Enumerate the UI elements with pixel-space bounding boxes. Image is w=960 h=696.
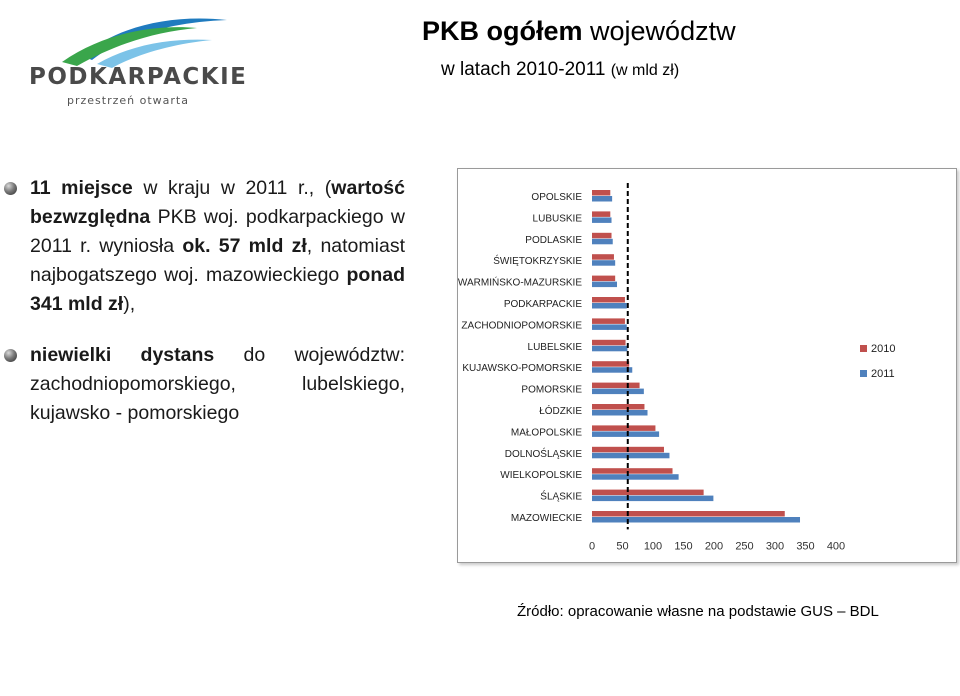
- category-label: ŚLĄSKIE: [540, 490, 582, 503]
- logo: PODKARPACKIE przestrzeń otwarta: [22, 14, 252, 107]
- bar-chart: OPOLSKIE LUBUSKIE PODLASKIE ŚWIĘTOKRZYSKIE W…: [458, 183, 895, 552]
- bar-2010: [592, 468, 673, 474]
- category-label: POMORSKIE: [521, 385, 582, 396]
- x-tick-label: 0: [589, 540, 595, 552]
- bar-2011: [592, 238, 613, 245]
- x-tick-label: 250: [735, 540, 753, 552]
- subtitle-unit: (w mld zł): [610, 62, 680, 79]
- x-tick-label: 300: [766, 540, 784, 552]
- bullet-text-run: do województw: zachodniopomorskiego, lub…: [30, 344, 405, 424]
- bullet-text-run: niewielki dystans: [30, 344, 215, 366]
- category-label: ŚWIĘTOKRZYSKIE: [493, 254, 582, 267]
- category-label: PODLASKIE: [525, 235, 582, 246]
- bar-2010: [592, 361, 630, 367]
- source-note: Źródło: opracowanie własne na podstawie …: [517, 603, 879, 620]
- bullet-text-run: , natomiast najbogatszego woj. mazowieck…: [30, 235, 405, 286]
- category-label: DOLNOŚLĄSKIE: [505, 447, 583, 460]
- bar-2011: [592, 495, 714, 502]
- bar-2010: [592, 275, 616, 282]
- logo-name: PODKARPACKIE: [29, 64, 248, 90]
- bar-2010: [592, 339, 626, 346]
- bullet-text: 11 miejsce w kraju w 2011 r., (wartość b…: [30, 174, 405, 319]
- category-label: MAZOWIECKIE: [511, 513, 582, 524]
- category-label: LUBELSKIE: [528, 342, 583, 353]
- bar-2010: [592, 425, 656, 431]
- title-bold: PKB ogółem: [422, 16, 583, 46]
- logo-swoosh-graphic: [62, 18, 227, 68]
- x-tick-label: 50: [616, 540, 628, 552]
- bar-2011: [592, 517, 801, 523]
- category-label: LUBUSKIE: [533, 213, 583, 224]
- bar-2010: [592, 404, 645, 410]
- bar-2010: [592, 211, 611, 217]
- bullet-dot-icon: [4, 182, 17, 195]
- bullet-item: niewielki dystans do województw: zachodn…: [0, 341, 410, 428]
- bar-2011: [592, 196, 613, 202]
- bullet-text-run: ok. 57 mld zł: [182, 235, 307, 257]
- bar-2010: [592, 297, 625, 303]
- logo-tagline: przestrzeń otwarta: [67, 94, 189, 107]
- bullet-text: niewielki dystans do województw: zachodn…: [30, 341, 405, 428]
- bullet-text-run: 11 miejsce: [30, 177, 133, 199]
- bar-2011: [592, 345, 628, 352]
- category-label: PODKARPACKIE: [504, 299, 582, 310]
- category-label: MAŁOPOLSKIE: [511, 427, 582, 438]
- legend-swatch-2010: [860, 345, 867, 352]
- bar-2010: [592, 318, 625, 324]
- page-title: PKB ogółem województw: [422, 16, 736, 47]
- bar-2011: [592, 281, 618, 288]
- chart-frame: OPOLSKIE LUBUSKIE PODLASKIE ŚWIĘTOKRZYSKIE W…: [457, 168, 957, 563]
- x-tick-label: 350: [796, 540, 814, 552]
- bar-2010: [592, 511, 785, 517]
- x-tick-label: 200: [705, 540, 723, 552]
- bar-2010: [592, 232, 612, 239]
- bar-2011: [592, 431, 660, 437]
- subtitle-main: w latach 2010-2011: [441, 59, 606, 80]
- bar-2011: [592, 474, 679, 480]
- category-label: ŁÓDZKIE: [539, 404, 582, 417]
- category-label: WIELKOPOLSKIE: [500, 470, 582, 481]
- bar-2011: [592, 367, 633, 373]
- bar-2010: [592, 254, 614, 260]
- legend-label-2011: 2011: [871, 368, 895, 380]
- bar-2010: [592, 382, 640, 389]
- bullet-text-run: w kraju w 2011 r., (: [132, 177, 332, 199]
- bullet-list: 11 miejsce w kraju w 2011 r., (wartość b…: [0, 174, 410, 428]
- x-tick-label: 150: [674, 540, 692, 552]
- category-label: WARMIŃSKO-MAZURSKIE: [458, 276, 582, 289]
- bar-2010: [592, 190, 611, 196]
- category-label: OPOLSKIE: [531, 192, 582, 203]
- bullet-text-run: wartość bezwzględna: [30, 177, 405, 228]
- bar-2011: [592, 388, 644, 395]
- bullet-item: 11 miejsce w kraju w 2011 r., (wartość b…: [0, 174, 410, 319]
- bullet-dot-icon: [4, 349, 17, 362]
- bar-2011: [592, 324, 627, 330]
- bar-2011: [592, 217, 612, 223]
- bullet-text-run: PKB woj. podkarpackiego w 2011 r. wynios…: [30, 206, 405, 257]
- category-label: KUJAWSKO-POMORSKIE: [462, 363, 582, 374]
- legend-swatch-2011: [860, 370, 867, 377]
- bar-2011: [592, 452, 670, 459]
- bar-2010: [592, 489, 704, 496]
- category-label: ZACHODNIOPOMORSKIE: [461, 320, 582, 331]
- x-tick-label: 400: [827, 540, 845, 552]
- bar-2011: [592, 303, 627, 309]
- title-rest: województw: [590, 16, 736, 46]
- page-subtitle: w latach 2010-2011 (w mld zł): [441, 59, 679, 81]
- bullet-text-run: ponad 341 mld zł: [30, 264, 405, 315]
- x-tick-label: 100: [644, 540, 662, 552]
- bar-2011: [592, 410, 648, 416]
- bullet-text-run: ),: [123, 293, 136, 315]
- bar-2011: [592, 260, 616, 266]
- legend-label-2010: 2010: [871, 343, 895, 355]
